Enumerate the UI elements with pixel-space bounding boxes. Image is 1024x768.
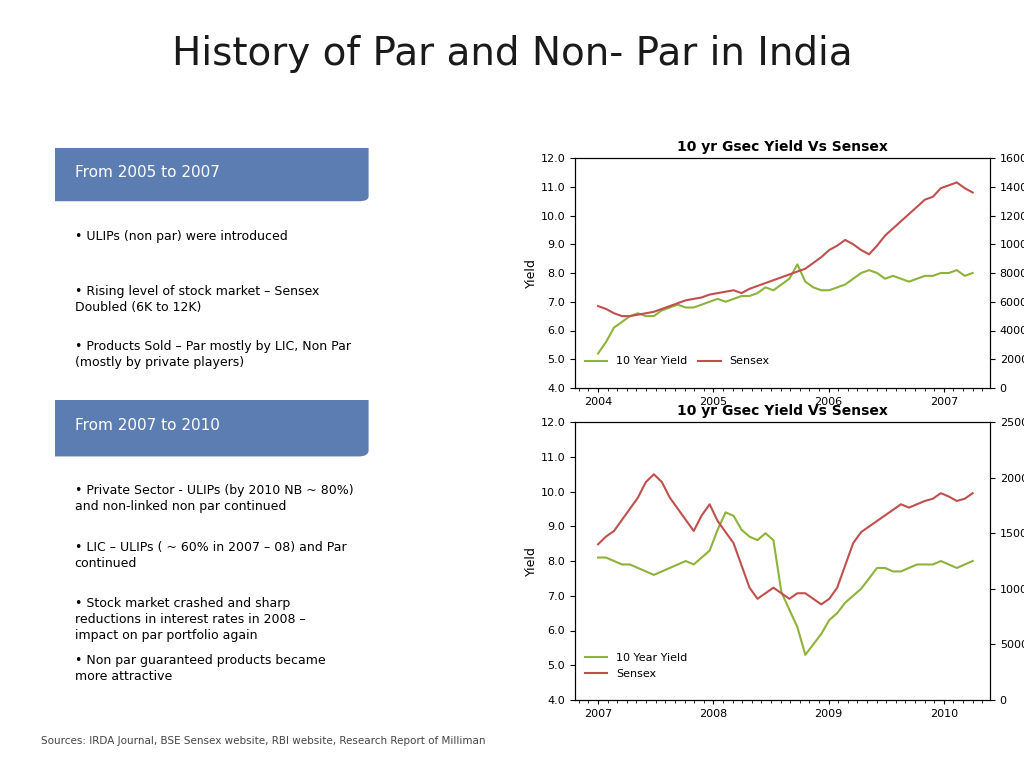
Text: • Rising level of stock market – Sensex
Doubled (6K to 12K): • Rising level of stock market – Sensex … bbox=[75, 285, 318, 314]
Y-axis label: Yield: Yield bbox=[524, 258, 538, 288]
Text: • Stock market crashed and sharp
reductions in interest rates in 2008 –
impact o: • Stock market crashed and sharp reducti… bbox=[75, 598, 305, 643]
Text: From 2005 to 2007: From 2005 to 2007 bbox=[75, 164, 219, 180]
Title: 10 yr Gsec Yield Vs Sensex: 10 yr Gsec Yield Vs Sensex bbox=[677, 404, 888, 418]
Text: • ULIPs (non par) were introduced: • ULIPs (non par) were introduced bbox=[75, 230, 288, 243]
Legend: 10 Year Yield, Sensex: 10 Year Yield, Sensex bbox=[581, 649, 692, 684]
Y-axis label: Yield: Yield bbox=[524, 546, 538, 576]
FancyBboxPatch shape bbox=[45, 143, 369, 201]
Text: History of Par and Non- Par in India: History of Par and Non- Par in India bbox=[172, 35, 852, 72]
Text: • Non par guaranteed products became
more attractive: • Non par guaranteed products became mor… bbox=[75, 654, 326, 683]
FancyBboxPatch shape bbox=[45, 394, 369, 456]
Title: 10 yr Gsec Yield Vs Sensex: 10 yr Gsec Yield Vs Sensex bbox=[677, 140, 888, 154]
Text: Sources: IRDA Journal, BSE Sensex website, RBI website, Research Report of Milli: Sources: IRDA Journal, BSE Sensex websit… bbox=[41, 737, 485, 746]
Text: • LIC – ULIPs ( ~ 60% in 2007 – 08) and Par
continued: • LIC – ULIPs ( ~ 60% in 2007 – 08) and … bbox=[75, 541, 346, 570]
Legend: 10 Year Yield, Sensex: 10 Year Yield, Sensex bbox=[581, 352, 774, 371]
Text: • Products Sold – Par mostly by LIC, Non Par
(mostly by private players): • Products Sold – Par mostly by LIC, Non… bbox=[75, 340, 350, 369]
Text: • Private Sector - ULIPs (by 2010 NB ~ 80%)
and non-linked non par continued: • Private Sector - ULIPs (by 2010 NB ~ 8… bbox=[75, 485, 353, 513]
Text: From 2007 to 2010: From 2007 to 2010 bbox=[75, 418, 219, 432]
